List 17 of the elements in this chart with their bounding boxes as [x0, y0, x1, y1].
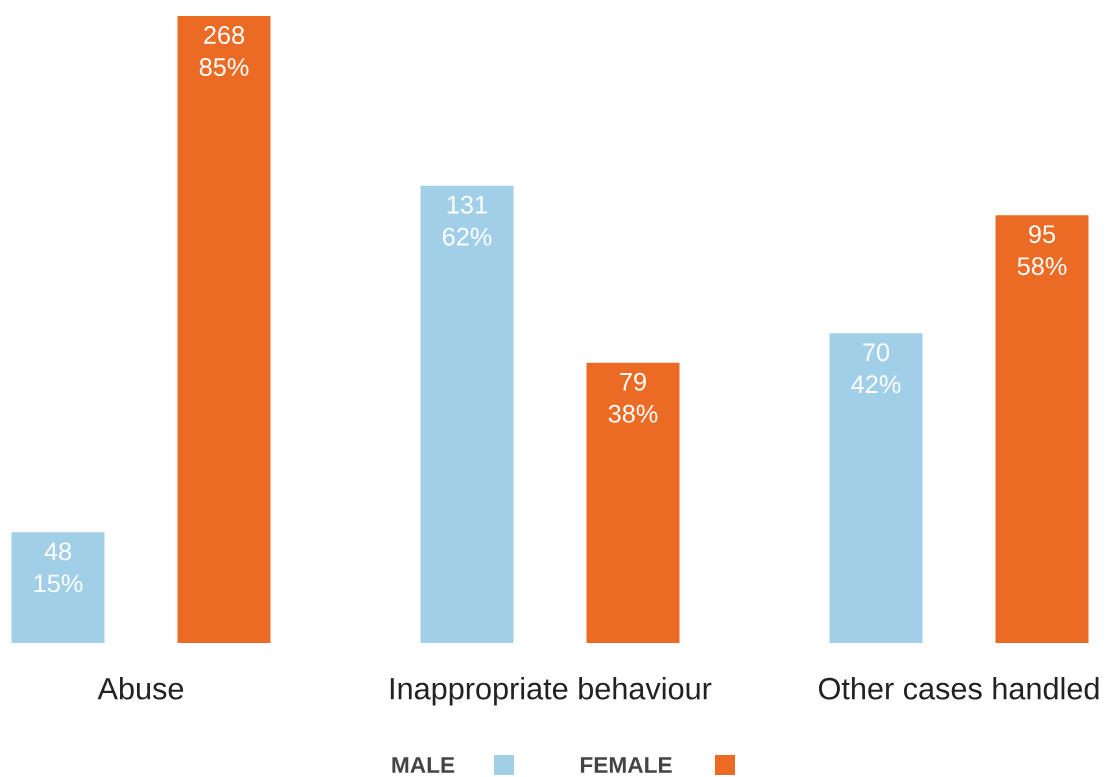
x-tick-label: Inappropriate behaviour — [390, 676, 712, 706]
x-tick-label: Other cases handled — [818, 676, 1099, 700]
data-label: 95 58% — [1017, 225, 1067, 276]
bar — [995, 215, 1089, 643]
x-tick-label: Abuse — [97, 676, 184, 700]
data-label: 131 62% — [442, 195, 492, 246]
data-label: 79 38% — [608, 372, 658, 423]
data-label: 70 42% — [851, 343, 901, 393]
bar — [420, 185, 514, 643]
legend-label: FEMALE — [580, 757, 672, 773]
data-label: 268 85% — [199, 25, 249, 76]
bar — [177, 15, 271, 643]
data-label: 48 15% — [34, 542, 83, 593]
legend-label: MALE — [392, 757, 455, 773]
bar — [829, 333, 923, 643]
bar — [586, 362, 680, 643]
bar — [11, 532, 105, 643]
